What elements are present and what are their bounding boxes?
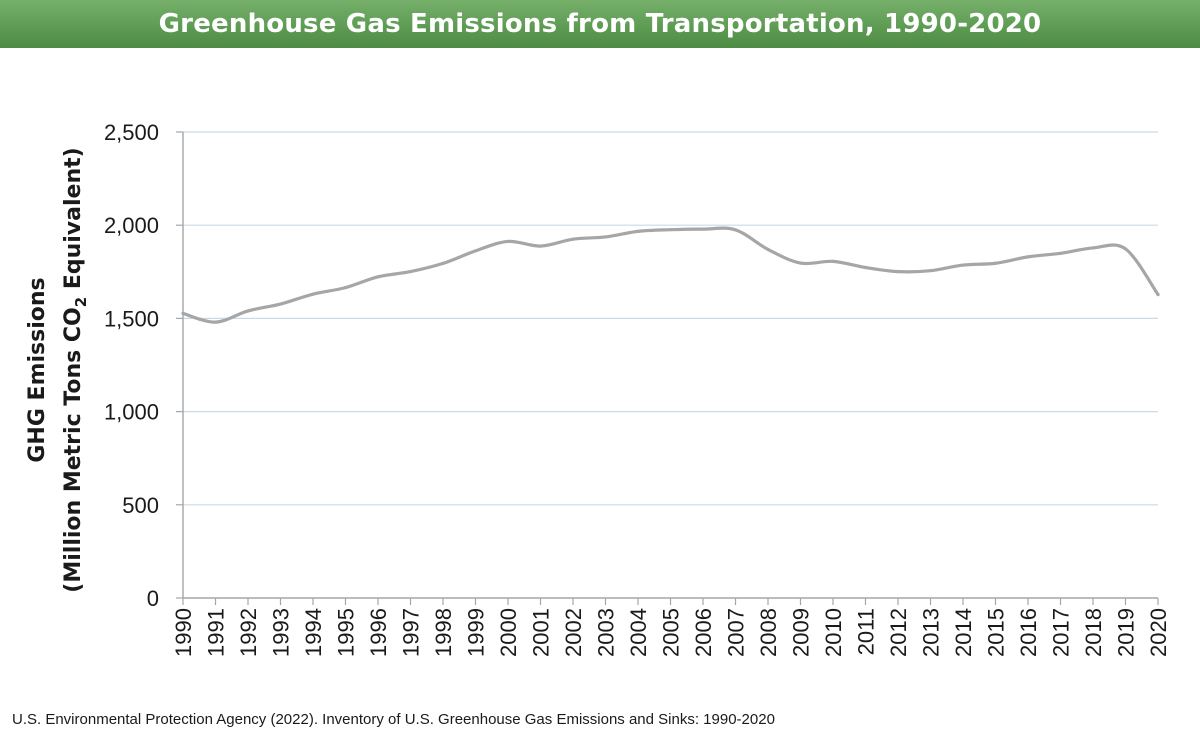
x-tick-label: 2015 (984, 608, 1009, 657)
data-point (1026, 255, 1030, 259)
gridlines (183, 131, 1158, 506)
x-tick-label: 2014 (951, 608, 976, 657)
data-point (408, 270, 413, 274)
data-point (896, 270, 900, 274)
series-line (181, 226, 1160, 324)
y-axis-title-prefix: (Million Metric Tons CO (61, 307, 86, 592)
data-point (863, 265, 868, 270)
x-tick-label: 1997 (399, 608, 424, 657)
data-point (603, 235, 608, 239)
data-point (571, 237, 575, 241)
data-point (538, 244, 543, 248)
x-tick-label: 2016 (1016, 608, 1041, 657)
x-tick-labels: 1990 1991 1992 1993 1994 1995 1996 1997 1998 1999… (171, 608, 1171, 657)
data-point (181, 311, 185, 315)
y-tick-label: 2,500 (104, 120, 159, 145)
y-axis-title: GHG Emissions (Million Metric Tons CO2 E… (25, 147, 90, 592)
x-tick-label: 2005 (659, 608, 684, 657)
data-point (1156, 292, 1160, 297)
x-tick-label: 2011 (854, 608, 879, 655)
x-tick-label: 2018 (1081, 608, 1106, 657)
x-tick-label: 1992 (236, 608, 261, 657)
data-point (668, 228, 673, 232)
x-tick-label: 2006 (691, 608, 716, 657)
data-point (1123, 247, 1128, 251)
x-tick-label: 2012 (886, 608, 911, 657)
y-axis-title-line2: (Million Metric Tons CO2 Equivalent) (61, 147, 90, 592)
data-point (766, 247, 770, 252)
data-point (441, 261, 445, 266)
data-point (473, 249, 478, 253)
data-point (311, 292, 315, 296)
data-point (831, 259, 835, 263)
data-point (798, 261, 803, 265)
data-point (701, 227, 705, 231)
data-point (376, 275, 380, 279)
x-tick-label: 1993 (269, 608, 294, 657)
y-axis-title-line1: GHG Emissions (25, 277, 50, 462)
data-point (1058, 251, 1063, 255)
x-tick-label: 1998 (431, 608, 456, 657)
axes (176, 131, 1159, 605)
data-point (506, 239, 510, 244)
y-tick-label: 0 (147, 586, 159, 611)
y-tick-label: 2,000 (104, 213, 159, 238)
data-point (733, 228, 738, 232)
x-tick-label: 2004 (626, 608, 651, 657)
x-tick-label: 2010 (821, 608, 846, 657)
x-tick-label: 2019 (1114, 608, 1139, 657)
data-point (993, 261, 998, 265)
x-tick-label: 2001 (529, 608, 554, 657)
x-tick-label: 2002 (561, 608, 586, 657)
data-point (213, 320, 218, 324)
x-tick-label: 2020 (1146, 608, 1171, 657)
x-tick-label: 2000 (496, 608, 521, 657)
x-tick-label: 1990 (171, 608, 196, 657)
chart-title: Greenhouse Gas Emissions from Transporta… (158, 9, 1042, 39)
chart-title-bar: Greenhouse Gas Emissions from Transporta… (0, 0, 1200, 48)
data-point (278, 302, 283, 306)
x-tick-label: 2009 (789, 608, 814, 657)
x-tick-label: 2007 (724, 608, 749, 657)
data-point (928, 269, 933, 273)
y-tick-label: 1,500 (104, 306, 159, 331)
x-tick-label: 2013 (919, 608, 944, 657)
x-tick-label: 1995 (334, 608, 359, 657)
data-point (636, 229, 640, 233)
x-tick-label: 2008 (756, 608, 781, 657)
y-axis-title-suffix: Equivalent) (61, 147, 86, 297)
data-point (246, 309, 250, 313)
x-tick-label: 1991 (204, 608, 229, 657)
data-point (1091, 246, 1095, 250)
source-citation: U.S. Environmental Protection Agency (20… (12, 711, 775, 728)
data-point (961, 263, 965, 267)
y-tick-label: 1,000 (104, 400, 159, 425)
y-tick-label: 500 (122, 493, 159, 518)
x-tick-label: 1994 (301, 608, 326, 657)
y-axis-title-subscript: 2 (72, 297, 90, 307)
x-tick-label: 2003 (594, 608, 619, 657)
y-tick-labels: 0 500 1,000 1,500 2,000 2,500 (104, 120, 159, 611)
x-tick-label: 2017 (1049, 608, 1074, 657)
x-tick-label: 1999 (464, 608, 489, 657)
data-point (343, 286, 348, 290)
x-tick-label: 1996 (366, 608, 391, 657)
series-layer (181, 226, 1160, 324)
